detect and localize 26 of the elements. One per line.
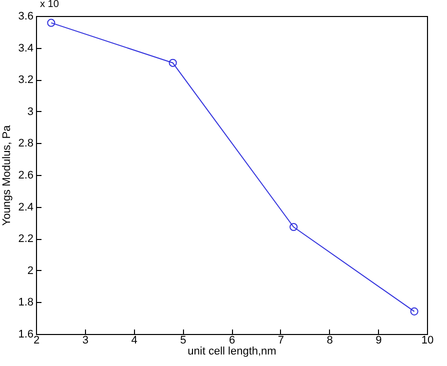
x-tick-label: 8	[326, 334, 333, 346]
y-tick-label: 3	[27, 106, 34, 118]
y-axis-title: Youngs Modulus, Pa	[1, 124, 14, 226]
y-tick-label: 3.4	[18, 42, 34, 54]
y-tick-label: 2.2	[18, 233, 34, 246]
y-tick-label: 1.6	[18, 328, 34, 340]
text: x 10	[40, 0, 59, 10]
point	[410, 307, 418, 316]
x-tick-label: 6	[228, 334, 236, 346]
y-tick-label: 2.8	[18, 138, 34, 150]
x-tick-label: 7	[278, 334, 284, 346]
y-tick-label: 3.2	[18, 74, 34, 86]
point	[290, 222, 298, 232]
x-tick-label: 9	[376, 334, 382, 346]
x-tick-label: 5	[180, 334, 186, 346]
y-tick-label: 3.6	[18, 10, 34, 22]
y-tick-label: 1.8	[18, 296, 34, 309]
y-tick-label: 2	[27, 264, 34, 277]
point	[168, 58, 177, 67]
x-tick-label: 10	[421, 334, 434, 346]
x-tick-label: 4	[131, 334, 138, 346]
y-tick-label: 2.6	[18, 170, 34, 182]
point	[47, 18, 56, 27]
x-axis-title: unit cell length,nm	[188, 346, 276, 358]
y-tick-label: 2.4	[18, 201, 34, 214]
x-tick-label: 3	[82, 334, 88, 346]
